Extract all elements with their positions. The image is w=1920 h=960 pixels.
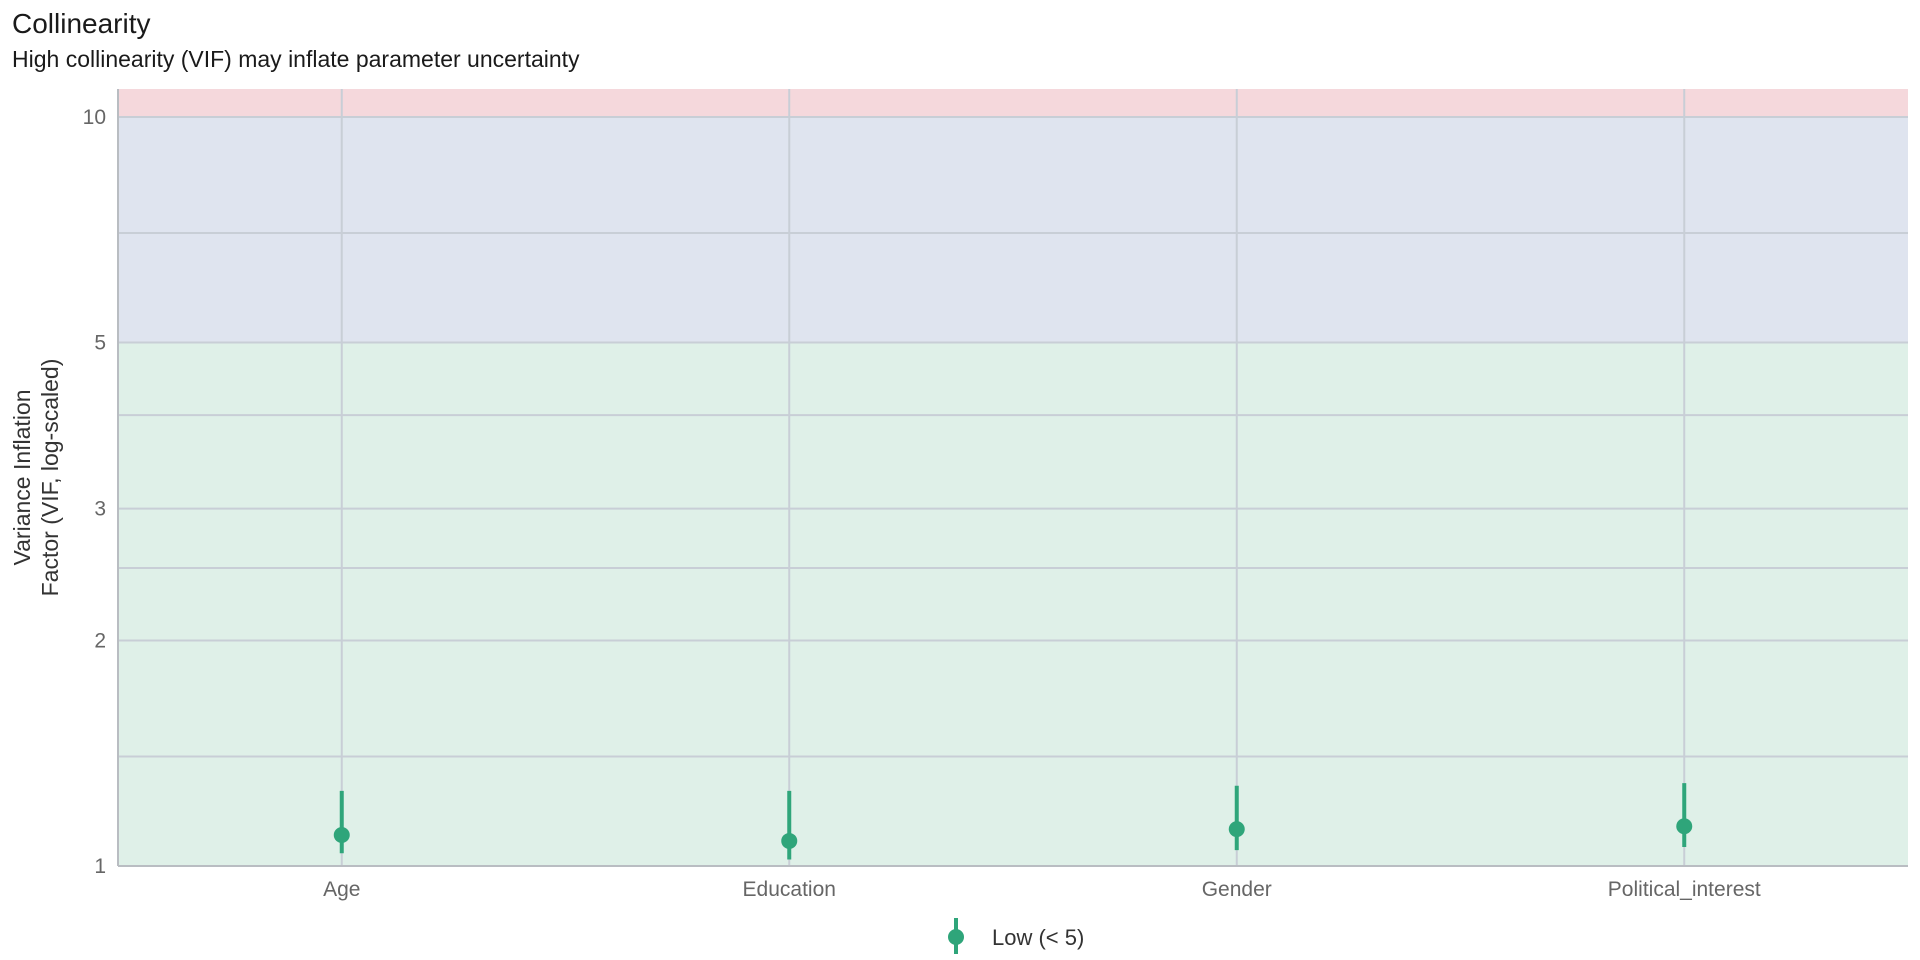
legend-key-point bbox=[948, 929, 964, 945]
band-1 bbox=[118, 117, 1908, 343]
point-political_interest bbox=[1676, 818, 1693, 835]
legend-label: Low (< 5) bbox=[992, 925, 1084, 950]
grid-lines bbox=[118, 89, 1908, 866]
point-age bbox=[333, 826, 350, 843]
x-tick-label-2: Gender bbox=[1202, 878, 1272, 901]
y-tick-label-3: 5 bbox=[94, 331, 106, 354]
x-tick-label-1: Education bbox=[743, 878, 836, 901]
y-axis-label-line-0: Variance Inflation bbox=[9, 389, 35, 565]
x-tick-label-3: Political_interest bbox=[1608, 878, 1761, 901]
y-tick-label-0: 1 bbox=[94, 855, 106, 878]
band-0 bbox=[118, 342, 1908, 867]
chart-title: Collinearity bbox=[12, 8, 151, 39]
y-tick-label-4: 10 bbox=[83, 106, 106, 129]
data-points bbox=[333, 783, 1693, 860]
x-tick-labels: Age Education Gender Political_interest bbox=[323, 878, 1761, 901]
y-axis-label-line-1: Factor (VIF, log-scaled) bbox=[37, 359, 63, 597]
y-tick-label-2: 3 bbox=[94, 498, 106, 521]
x-tick-label-0: Age bbox=[323, 878, 360, 901]
y-tick-label-1: 2 bbox=[94, 630, 106, 653]
legend: Low (< 5) bbox=[948, 918, 1084, 954]
y-tick-labels: 1 2 3 5 10 bbox=[83, 106, 106, 878]
chart-subtitle: High collinearity (VIF) may inflate para… bbox=[12, 46, 580, 72]
band-2 bbox=[118, 89, 1908, 118]
point-education bbox=[781, 832, 798, 849]
axes bbox=[117, 89, 1908, 867]
point-gender bbox=[1228, 821, 1245, 838]
risk-bands bbox=[118, 89, 1908, 867]
